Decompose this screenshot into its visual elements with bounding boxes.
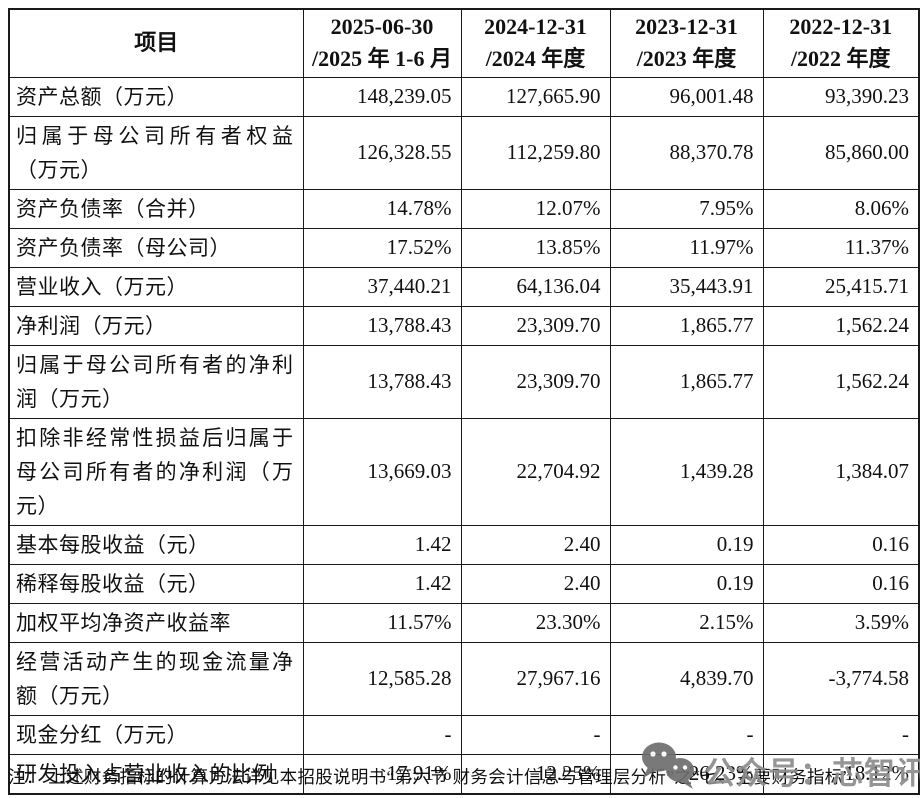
table-row: 经营活动产生的现金流量净额（万元） 12,585.28 27,967.16 4,839…	[8, 641, 920, 716]
row-value: -	[609, 714, 764, 755]
row-label: 净利润（万元）	[8, 305, 304, 346]
row-value: 13,788.43	[302, 305, 462, 346]
table-body: 资产总额（万元） 148,239.05 127,665.90 96,001.48 93,…	[8, 76, 920, 794]
row-label: 资产负债率（母公司）	[8, 227, 304, 268]
row-value: 96,001.48	[609, 76, 764, 117]
table-row: 加权平均净资产收益率 11.57% 23.30% 2.15% 3.59%	[8, 602, 920, 643]
row-value: 2.40	[460, 563, 611, 604]
row-value: 7.95%	[609, 188, 764, 229]
row-value: 12.25%	[460, 753, 611, 794]
row-value: 17.52%	[302, 227, 462, 268]
table-row: 资产负债率（合并） 14.78% 12.07% 7.95% 8.06%	[8, 188, 920, 229]
financial-metrics-table: 项目 2025-06-30/2025 年 1-6 月 2024-12-31/202…	[8, 8, 920, 795]
row-value: 27,967.16	[460, 641, 611, 716]
table-row: 现金分红（万元） - - - -	[8, 714, 920, 755]
row-value: -	[302, 714, 462, 755]
period-range: /2024 年度	[485, 46, 586, 72]
period-date: 2023-12-31	[635, 14, 738, 40]
row-value: 85,860.00	[762, 115, 920, 190]
row-label: 归属于母公司所有者的净利润（万元）	[8, 344, 304, 419]
footnote: 注： 上述财务指标的计算方法详见本招股说明书“第六节 财务会计信息与管理层分析”…	[8, 767, 851, 787]
row-value: 1.42	[302, 524, 462, 565]
period-range: /2023 年度	[636, 46, 737, 72]
row-label: 研发投入占营业收入的比例	[8, 753, 304, 794]
row-value: 3.59%	[762, 602, 920, 643]
row-value: 88,370.78	[609, 115, 764, 190]
table-header-row: 项目 2025-06-30/2025 年 1-6 月 2024-12-31/202…	[8, 8, 920, 78]
row-label: 归属于母公司所有者权益（万元）	[8, 115, 304, 190]
row-value: 11.37%	[762, 227, 920, 268]
row-value: 12,585.28	[302, 641, 462, 716]
period-range: /2025 年 1-6 月	[312, 46, 452, 72]
row-value: 1,562.24	[762, 344, 920, 419]
row-value: 25,415.71	[762, 266, 920, 307]
row-value: 18.12%	[762, 753, 920, 794]
row-value: 1,865.77	[609, 344, 764, 419]
row-value: 23,309.70	[460, 305, 611, 346]
row-label: 基本每股收益（元）	[8, 524, 304, 565]
period-header-cell: 2023-12-31/2023 年度	[609, 8, 764, 78]
row-label: 加权平均净资产收益率	[8, 602, 304, 643]
row-label: 稀释每股收益（元）	[8, 563, 304, 604]
row-value: 11.57%	[302, 602, 462, 643]
row-value: 8.06%	[762, 188, 920, 229]
row-value: 35,443.91	[609, 266, 764, 307]
row-label: 扣除非经常性损益后归属于母公司所有者的净利润（万元）	[8, 417, 304, 526]
row-value: -	[460, 714, 611, 755]
table-row: 归属于母公司所有者权益（万元） 126,328.55 112,259.80 88,37…	[8, 115, 920, 190]
row-value: 126,328.55	[302, 115, 462, 190]
period-date: 2025-06-30	[330, 14, 434, 40]
table-row: 营业收入（万元） 37,440.21 64,136.04 35,443.91 25,41…	[8, 266, 920, 307]
row-value: 14.78%	[302, 188, 462, 229]
row-label: 资产总额（万元）	[8, 76, 304, 117]
row-value: 4,839.70	[609, 641, 764, 716]
header-item-cell: 项目	[8, 8, 304, 78]
row-value: 37,440.21	[302, 266, 462, 307]
row-value: 0.16	[762, 524, 920, 565]
row-value: -3,774.58	[762, 641, 920, 716]
period-date: 2024-12-31	[484, 14, 587, 40]
row-value: 64,136.04	[460, 266, 611, 307]
row-value: 0.19	[609, 563, 764, 604]
row-value: 1,865.77	[609, 305, 764, 346]
table-row: 资产负债率（母公司） 17.52% 13.85% 11.97% 11.37%	[8, 227, 920, 268]
row-value: 13.85%	[460, 227, 611, 268]
row-label: 资产负债率（合并）	[8, 188, 304, 229]
row-value: 1,439.28	[609, 417, 764, 526]
row-label: 营业收入（万元）	[8, 266, 304, 307]
row-value: 13,669.03	[302, 417, 462, 526]
period-header-cell: 2025-06-30/2025 年 1-6 月	[302, 8, 462, 78]
table-row: 稀释每股收益（元） 1.42 2.40 0.19 0.16	[8, 563, 920, 604]
row-value: 23.30%	[460, 602, 611, 643]
row-value: 1,562.24	[762, 305, 920, 346]
row-value: 112,259.80	[460, 115, 611, 190]
row-value: 11.97%	[609, 227, 764, 268]
row-value: 13,788.43	[302, 344, 462, 419]
row-value: 2.15%	[609, 602, 764, 643]
table-row: 基本每股收益（元） 1.42 2.40 0.19 0.16	[8, 524, 920, 565]
table-row: 资产总额（万元） 148,239.05 127,665.90 96,001.48 93,…	[8, 76, 920, 117]
table-row: 归属于母公司所有者的净利润（万元） 13,788.43 23,309.70 1,865…	[8, 344, 920, 419]
period-range: /2022 年度	[790, 46, 891, 72]
row-value: 17.91%	[302, 753, 462, 794]
row-value: 0.16	[762, 563, 920, 604]
row-value: -	[762, 714, 920, 755]
row-value: 2.40	[460, 524, 611, 565]
row-value: 93,390.23	[762, 76, 920, 117]
row-value: 1,384.07	[762, 417, 920, 526]
row-value: 12.07%	[460, 188, 611, 229]
row-value: 127,665.90	[460, 76, 611, 117]
row-label: 经营活动产生的现金流量净额（万元）	[8, 641, 304, 716]
row-value: 22,704.92	[460, 417, 611, 526]
table-row: 扣除非经常性损益后归属于母公司所有者的净利润（万元） 13,669.03 22,70…	[8, 417, 920, 526]
period-header-cell: 2022-12-31/2022 年度	[762, 8, 920, 78]
row-value: 148,239.05	[302, 76, 462, 117]
period-date: 2022-12-31	[789, 14, 893, 40]
row-label: 现金分红（万元）	[8, 714, 304, 755]
row-value: 0.19	[609, 524, 764, 565]
row-value: 1.42	[302, 563, 462, 604]
period-header-cell: 2024-12-31/2024 年度	[460, 8, 611, 78]
row-value: 23,309.70	[460, 344, 611, 419]
table-row: 净利润（万元） 13,788.43 23,309.70 1,865.77 1,562.2…	[8, 305, 920, 346]
